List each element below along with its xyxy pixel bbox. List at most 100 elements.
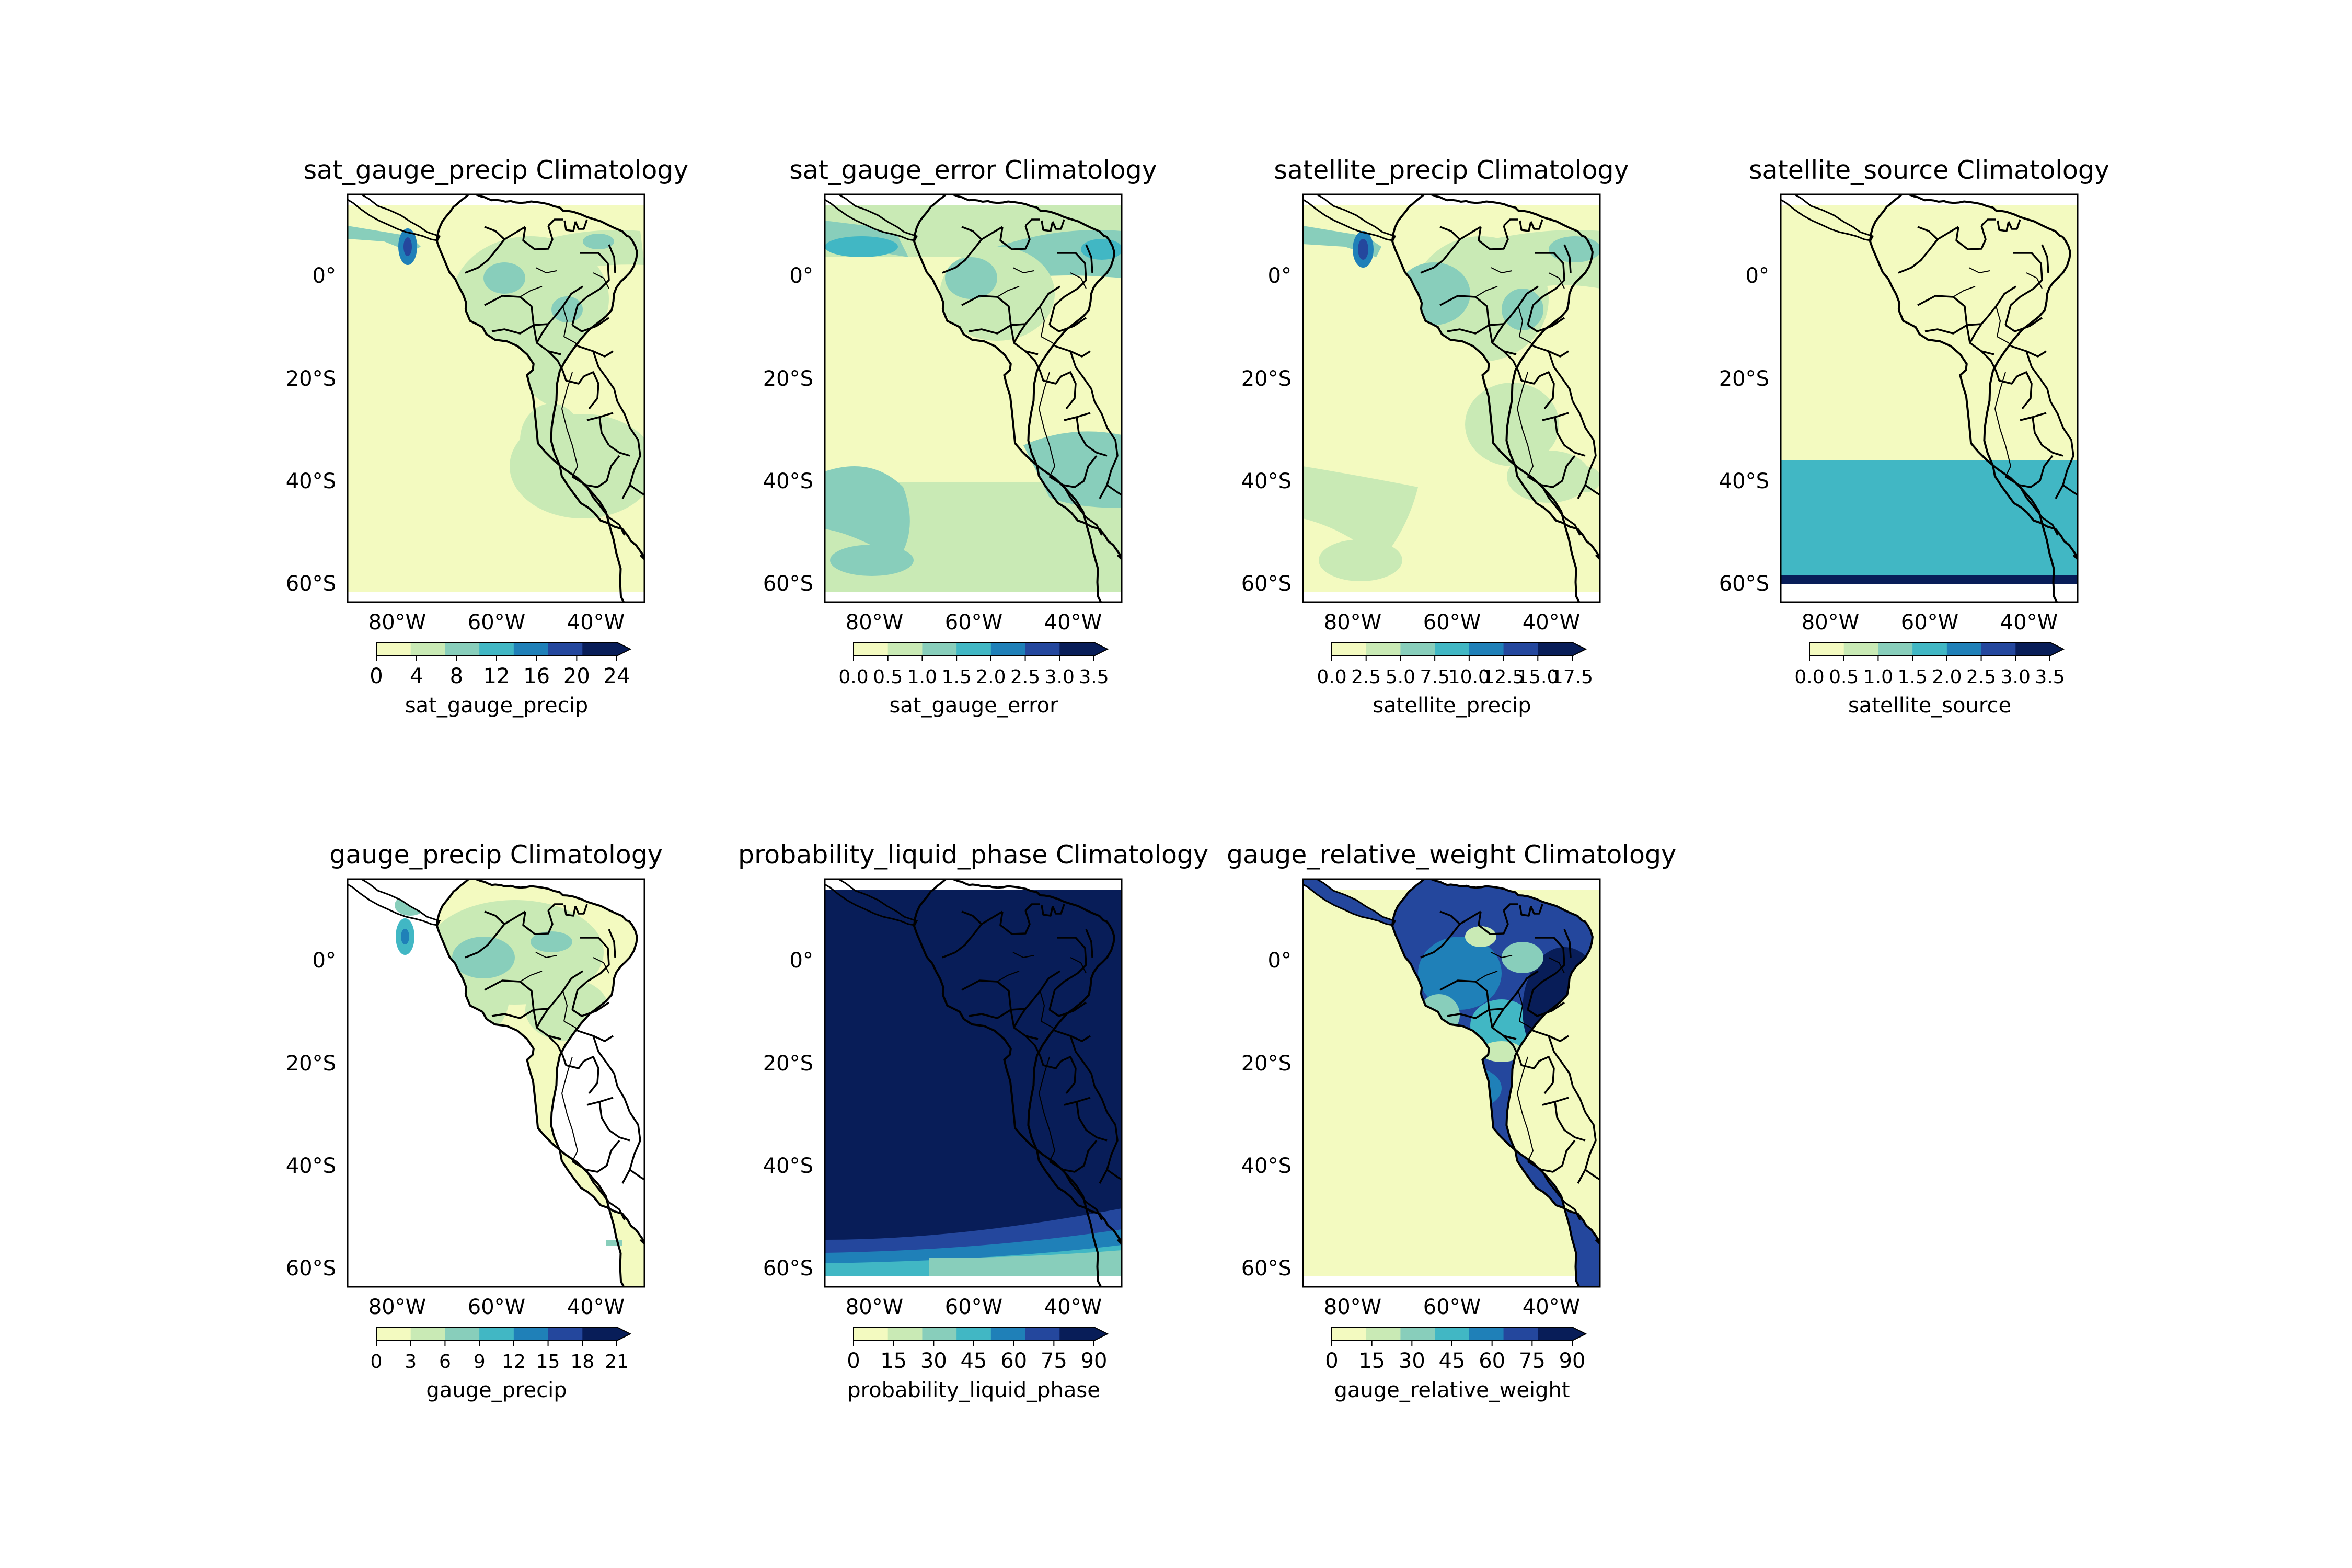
axes-frame [824,193,1123,603]
lon-tick-label: 60°W [945,610,1002,635]
lon-tick-label: 40°W [1523,610,1580,635]
map-panel: gauge_relative_weight Climatology 0° 20°S 4… [1227,840,1676,1402]
colorbar-tick-label: 20 [563,664,590,688]
colorbar-tick-label: 45 [961,1349,987,1373]
contour-region [452,1235,473,1255]
colorbar-tick-label: 12 [483,664,510,688]
colorbar-tick-label: 3.5 [1079,666,1109,688]
lon-tick-label: 80°W [1802,610,1859,635]
contour-region [825,890,1122,1276]
colorbar-tick-label: 1.5 [942,666,972,688]
lon-tick-label: 40°W [1523,1295,1580,1319]
colorbar-tick-label: 0.0 [1317,666,1346,688]
colorbar-segment [582,642,617,656]
colorbar-tick-label: 1.0 [1863,666,1893,688]
colorbar-segment [1400,1327,1435,1341]
lat-tick-label: 60°S [286,1256,336,1281]
colorbar-tick-label: 15 [536,1351,560,1373]
colorbar-segment [410,1327,445,1341]
lon-tick-label: 40°W [1044,1295,1102,1319]
contour-region [531,931,572,952]
contour-region [825,236,898,257]
panel-title: probability_liquid_phase Climatology [738,840,1208,870]
lat-tick-label: 20°S [1241,1052,1292,1076]
colorbar-segment [1059,1327,1094,1341]
colorbar-segment [410,642,445,656]
colorbar-tick-label: 4 [410,664,423,688]
colorbar-segment [854,1327,889,1341]
colorbar-segment [1809,642,1844,656]
map-area [348,187,644,665]
contour-region [1358,239,1368,260]
lat-tick-label: 60°S [1241,572,1292,596]
colorbar: 0 15 30 45 60 75 90 probability_liquid_phase [847,1327,1109,1402]
colorbar-tick-label: 0 [370,664,383,688]
colorbar-segment [548,1327,583,1341]
colorbar-tick-label: 75 [1519,1349,1546,1373]
contour-region [421,1146,483,1261]
colorbar-segment [445,642,480,656]
colorbar-segment [445,1327,480,1341]
colorbar-tick-label: 0 [1325,1349,1338,1373]
colorbar-segment [854,642,889,656]
colorbar-segment [1435,1327,1470,1341]
lat-tick-label: 20°S [286,1052,336,1076]
colorbar-segment [1503,642,1538,656]
lon-tick-label: 80°W [846,1295,903,1319]
contour-region [403,237,412,256]
lat-tick-label: 60°S [763,572,813,596]
colorbar-outline [1331,642,1587,656]
colorbar-outline [1809,642,2065,656]
lat-tick-label: 20°S [1719,367,1769,391]
colorbar-label: sat_gauge_precip [405,694,588,718]
lon-tick-label: 80°W [368,1295,426,1319]
lon-tick-label: 60°W [1423,610,1481,635]
colorbar-tick-label: 0.5 [873,666,903,688]
colorbar-tick-label: 12.5 [1482,666,1524,688]
axes-frame [1302,193,1601,603]
colorbar-segment [1538,1327,1573,1341]
colorbar-segment [1912,642,1947,656]
colorbar-segment [1059,642,1094,656]
colorbar-tick-label: 24 [604,664,630,688]
colorbar-tick-label: 90 [1081,1349,1108,1373]
colorbar-segment [922,642,957,656]
axes-frame [347,878,645,1288]
contour-region [470,1039,486,1054]
colorbar-outline [376,1327,632,1341]
contour-region [583,234,614,249]
colorbar-tick-label: 90 [1559,1349,1586,1373]
axes-frame [824,878,1123,1288]
colorbar-tick-label: 0.0 [838,666,868,688]
contour-region [1465,926,1496,947]
contour-region [606,1240,622,1246]
colorbar-tick-label: 10.0 [1448,666,1490,688]
contour-region [1319,539,1402,581]
map-panel: satellite_source Climatology 0° 20°S 40°S 60… [1719,155,2109,718]
panel-title: sat_gauge_precip Climatology [304,155,689,185]
lat-tick-label: 0° [790,949,813,973]
colorbar-segment [1332,642,1367,656]
colorbar-outline [853,642,1109,656]
colorbar-tick-label: 60 [1000,1349,1027,1373]
colorbar: 0 15 30 45 60 75 90 gauge_relative_weight [1325,1327,1587,1402]
colorbar: 0.0 0.5 1.0 1.5 2.0 2.5 3.0 3.5 sat_gauge_error [838,642,1109,718]
lat-tick-label: 20°S [1241,367,1292,391]
lon-tick-label: 80°W [1324,610,1381,635]
map-area [825,187,1122,665]
contour-region [1502,942,1543,973]
colorbar-extend-arrow [1094,1327,1108,1341]
contour-region [1781,575,2078,584]
contour-region [929,1250,1122,1276]
contour-region [483,262,525,294]
map-area [1303,187,1600,665]
lat-tick-label: 40°S [763,1154,813,1178]
map-panel: sat_gauge_precip Climatology 0° 20°S 40°S 60… [286,155,689,718]
colorbar: 0 4 8 12 16 20 24 sat_gauge_precip [370,642,632,718]
lon-tick-label: 80°W [846,610,903,635]
colorbar-outline [1331,1327,1587,1341]
lat-tick-label: 0° [313,949,336,973]
lon-tick-label: 80°W [1324,1295,1381,1319]
lat-tick-label: 40°S [286,1154,336,1178]
